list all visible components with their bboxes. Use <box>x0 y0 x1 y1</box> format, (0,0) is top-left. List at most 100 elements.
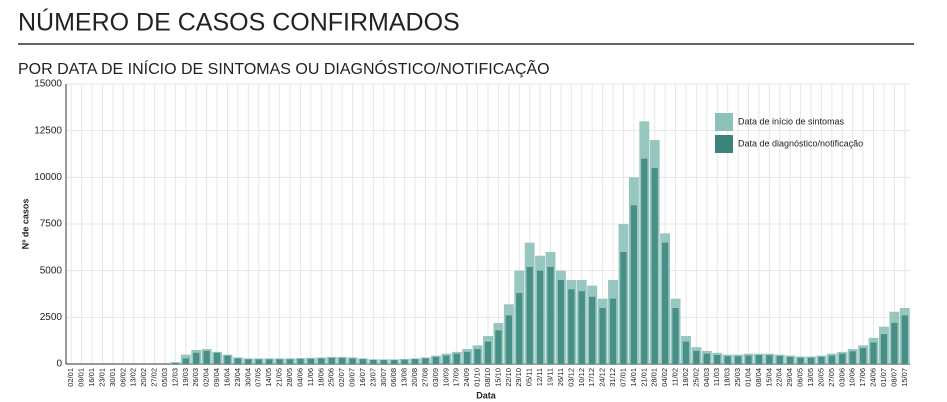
x-tick-label: 24/09 <box>462 368 471 387</box>
bar <box>734 356 742 364</box>
bar <box>172 363 179 364</box>
bar <box>182 358 189 364</box>
bar <box>901 315 908 364</box>
bar <box>495 330 502 364</box>
bar <box>568 289 575 364</box>
chart-title: NÚMERO DE CASOS CONFIRMADOS <box>18 8 460 37</box>
bar <box>620 252 627 364</box>
bar <box>464 351 471 364</box>
bar <box>422 358 429 364</box>
x-tick-label: 06/05 <box>796 368 805 387</box>
bar <box>474 349 481 364</box>
bar <box>609 298 617 364</box>
x-tick-label: 17/12 <box>587 368 596 387</box>
x-tick-label: 10/12 <box>577 368 586 387</box>
x-tick-label: 09/04 <box>212 368 221 387</box>
bar <box>401 359 408 364</box>
legend-swatch <box>715 113 733 131</box>
x-tick-label: 08/07 <box>889 368 898 387</box>
x-tick-label: 20/08 <box>410 368 419 387</box>
bar <box>359 359 367 364</box>
bar <box>505 315 512 364</box>
x-tick-label: 04/06 <box>295 368 304 387</box>
bar <box>870 342 877 364</box>
bar <box>307 358 314 364</box>
x-tick-label: 03/12 <box>566 368 575 387</box>
bar <box>578 291 585 364</box>
x-tick-label: 16/01 <box>87 368 96 387</box>
x-tick-label: 05/03 <box>160 368 169 387</box>
bar <box>203 350 210 364</box>
x-tick-label: 04/02 <box>660 368 669 387</box>
x-tick-label: 06/08 <box>389 368 398 387</box>
x-tick-label: 09/07 <box>348 368 357 387</box>
bar <box>266 359 273 364</box>
x-tick-label: 20/02 <box>139 368 148 387</box>
bar <box>693 350 700 364</box>
bar <box>714 355 721 364</box>
y-tick-label: 2500 <box>40 312 63 323</box>
x-tick-label: 16/04 <box>222 368 231 387</box>
x-tick-label: 16/07 <box>358 368 367 387</box>
x-tick-label: 11/02 <box>671 368 680 386</box>
x-tick-label: 18/03 <box>723 368 732 387</box>
x-tick-label: 12/03 <box>170 368 179 387</box>
bar <box>286 359 294 364</box>
bar <box>318 358 325 364</box>
y-tick-label: 10000 <box>34 172 62 183</box>
x-tick-label: 27/02 <box>150 368 159 387</box>
y-tick-label: 12500 <box>34 125 62 136</box>
x-tick-label: 04/03 <box>702 368 711 387</box>
x-tick-label: 29/04 <box>785 368 794 387</box>
x-axis-label: Data <box>476 390 497 400</box>
bar <box>443 355 450 364</box>
bar <box>766 355 773 364</box>
x-tick-label: 30/01 <box>108 368 117 387</box>
bar <box>170 362 181 364</box>
bar <box>589 296 596 364</box>
x-tick-label: 17/06 <box>858 368 867 387</box>
legend-swatch <box>715 135 733 153</box>
x-tick-label: 28/01 <box>650 368 659 387</box>
x-tick-label: 03/06 <box>837 368 846 387</box>
bar <box>641 158 648 364</box>
bar <box>276 359 283 364</box>
x-tick-label: 27/08 <box>420 368 429 387</box>
bar <box>245 359 252 364</box>
x-tick-label: 14/01 <box>629 368 638 387</box>
x-tick-label: 22/10 <box>504 368 513 387</box>
x-tick-label: 02/01 <box>66 368 75 387</box>
x-tick-label: 09/01 <box>77 368 86 387</box>
bar <box>745 355 752 364</box>
bar <box>411 359 419 364</box>
x-tick-label: 21/01 <box>639 368 648 387</box>
bar <box>453 353 460 364</box>
x-tick-label: 07/01 <box>618 368 627 387</box>
bar <box>828 355 835 364</box>
x-tick-label: 18/02 <box>681 368 690 387</box>
x-tick-label: 22/04 <box>775 368 784 387</box>
bar <box>484 341 492 364</box>
bar <box>849 351 856 364</box>
bar <box>547 266 554 364</box>
x-tick-label: 21/05 <box>275 368 284 387</box>
bar <box>370 359 377 364</box>
x-tick-label: 19/11 <box>546 368 555 386</box>
bar <box>807 357 815 364</box>
bar <box>297 358 304 364</box>
x-tick-label: 11/03 <box>712 368 721 386</box>
y-tick-label: 15000 <box>34 79 62 90</box>
bar <box>724 356 731 364</box>
x-tick-label: 12/11 <box>535 368 544 386</box>
x-tick-label: 24/06 <box>869 368 878 387</box>
x-tick-label: 23/01 <box>97 368 106 387</box>
x-tick-label: 07/05 <box>254 368 263 387</box>
bar <box>391 360 398 364</box>
bar <box>328 358 335 364</box>
y-tick-label: 0 <box>56 359 62 370</box>
bar <box>651 168 658 364</box>
x-tick-label: 06/02 <box>118 368 127 387</box>
bar <box>662 242 669 364</box>
x-tick-label: 15/07 <box>900 368 909 387</box>
bar <box>213 352 221 364</box>
